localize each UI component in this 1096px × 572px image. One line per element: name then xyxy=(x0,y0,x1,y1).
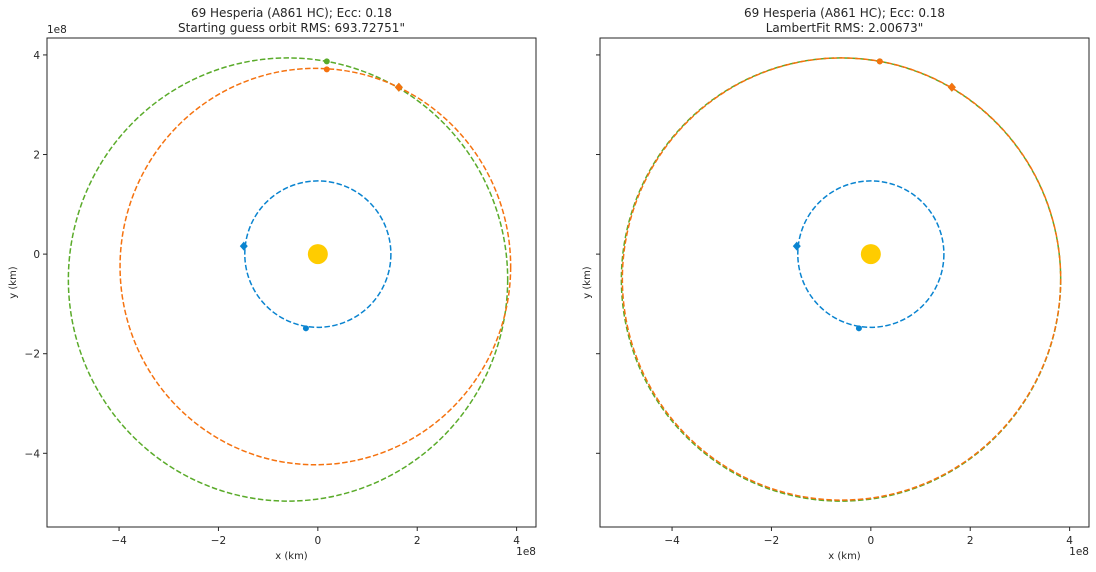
axes-frame xyxy=(599,37,1090,528)
x-tick-label: −2 xyxy=(764,535,779,547)
sun-marker xyxy=(860,244,881,265)
y-tick-label: −2 xyxy=(25,349,40,361)
chart-subtitle: Starting guess orbit RMS: 693.72751" xyxy=(178,21,405,35)
x-tick-label: −4 xyxy=(664,535,680,547)
x-tick-label: 4 xyxy=(513,535,520,547)
diamond-marker xyxy=(792,241,801,251)
circle-marker xyxy=(855,325,862,332)
orbit-fitted-orbit xyxy=(621,57,1062,501)
plot-area xyxy=(620,57,1062,502)
x-tick-label: −4 xyxy=(111,535,127,547)
x-offset-label: 1e8 xyxy=(516,546,536,558)
axes-frame xyxy=(46,37,537,528)
plot-area xyxy=(67,57,512,502)
orbit-fitted-orbit xyxy=(119,67,512,466)
x-axis-label: x (km) xyxy=(275,551,308,562)
subplot-1: 69 Hesperia (A861 HC); Ecc: 0.18Starting… xyxy=(8,6,537,562)
x-tick-label: −2 xyxy=(211,535,226,547)
x-tick-label: 4 xyxy=(1066,535,1073,547)
orbit-observed-orbit xyxy=(67,57,509,502)
circle-marker xyxy=(323,58,330,65)
x-axis-label: x (km) xyxy=(828,551,861,562)
x-tick-label: 2 xyxy=(414,535,421,547)
chart-title: 69 Hesperia (A861 HC); Ecc: 0.18 xyxy=(744,6,945,20)
y-axis-label: y (km) xyxy=(8,266,19,299)
x-tick-label: 2 xyxy=(967,535,974,547)
x-tick-label: 0 xyxy=(867,535,874,547)
chart-title: 69 Hesperia (A861 HC); Ecc: 0.18 xyxy=(191,6,392,20)
y-offset-label: 1e8 xyxy=(47,24,67,36)
circle-marker xyxy=(876,58,883,65)
diamond-marker xyxy=(239,241,248,251)
y-tick-label: 4 xyxy=(33,50,40,62)
circle-marker xyxy=(323,66,330,73)
sun-marker xyxy=(307,244,328,265)
chart-subtitle: LambertFit RMS: 2.00673" xyxy=(766,21,924,35)
orbit-observed-orbit xyxy=(620,57,1062,502)
diamond-marker xyxy=(394,82,403,92)
circle-marker xyxy=(302,325,309,332)
subplot-2: 69 Hesperia (A861 HC); Ecc: 0.18LambertF… xyxy=(582,6,1090,562)
y-tick-label: 0 xyxy=(33,249,40,261)
y-axis-label: y (km) xyxy=(582,266,593,299)
x-offset-label: 1e8 xyxy=(1069,546,1089,558)
orbit-earth-orbit xyxy=(244,180,392,329)
y-tick-label: 2 xyxy=(33,150,40,162)
y-tick-label: −4 xyxy=(25,448,41,460)
x-tick-label: 0 xyxy=(314,535,321,547)
diamond-marker xyxy=(947,82,956,92)
orbit-earth-orbit xyxy=(797,180,945,329)
